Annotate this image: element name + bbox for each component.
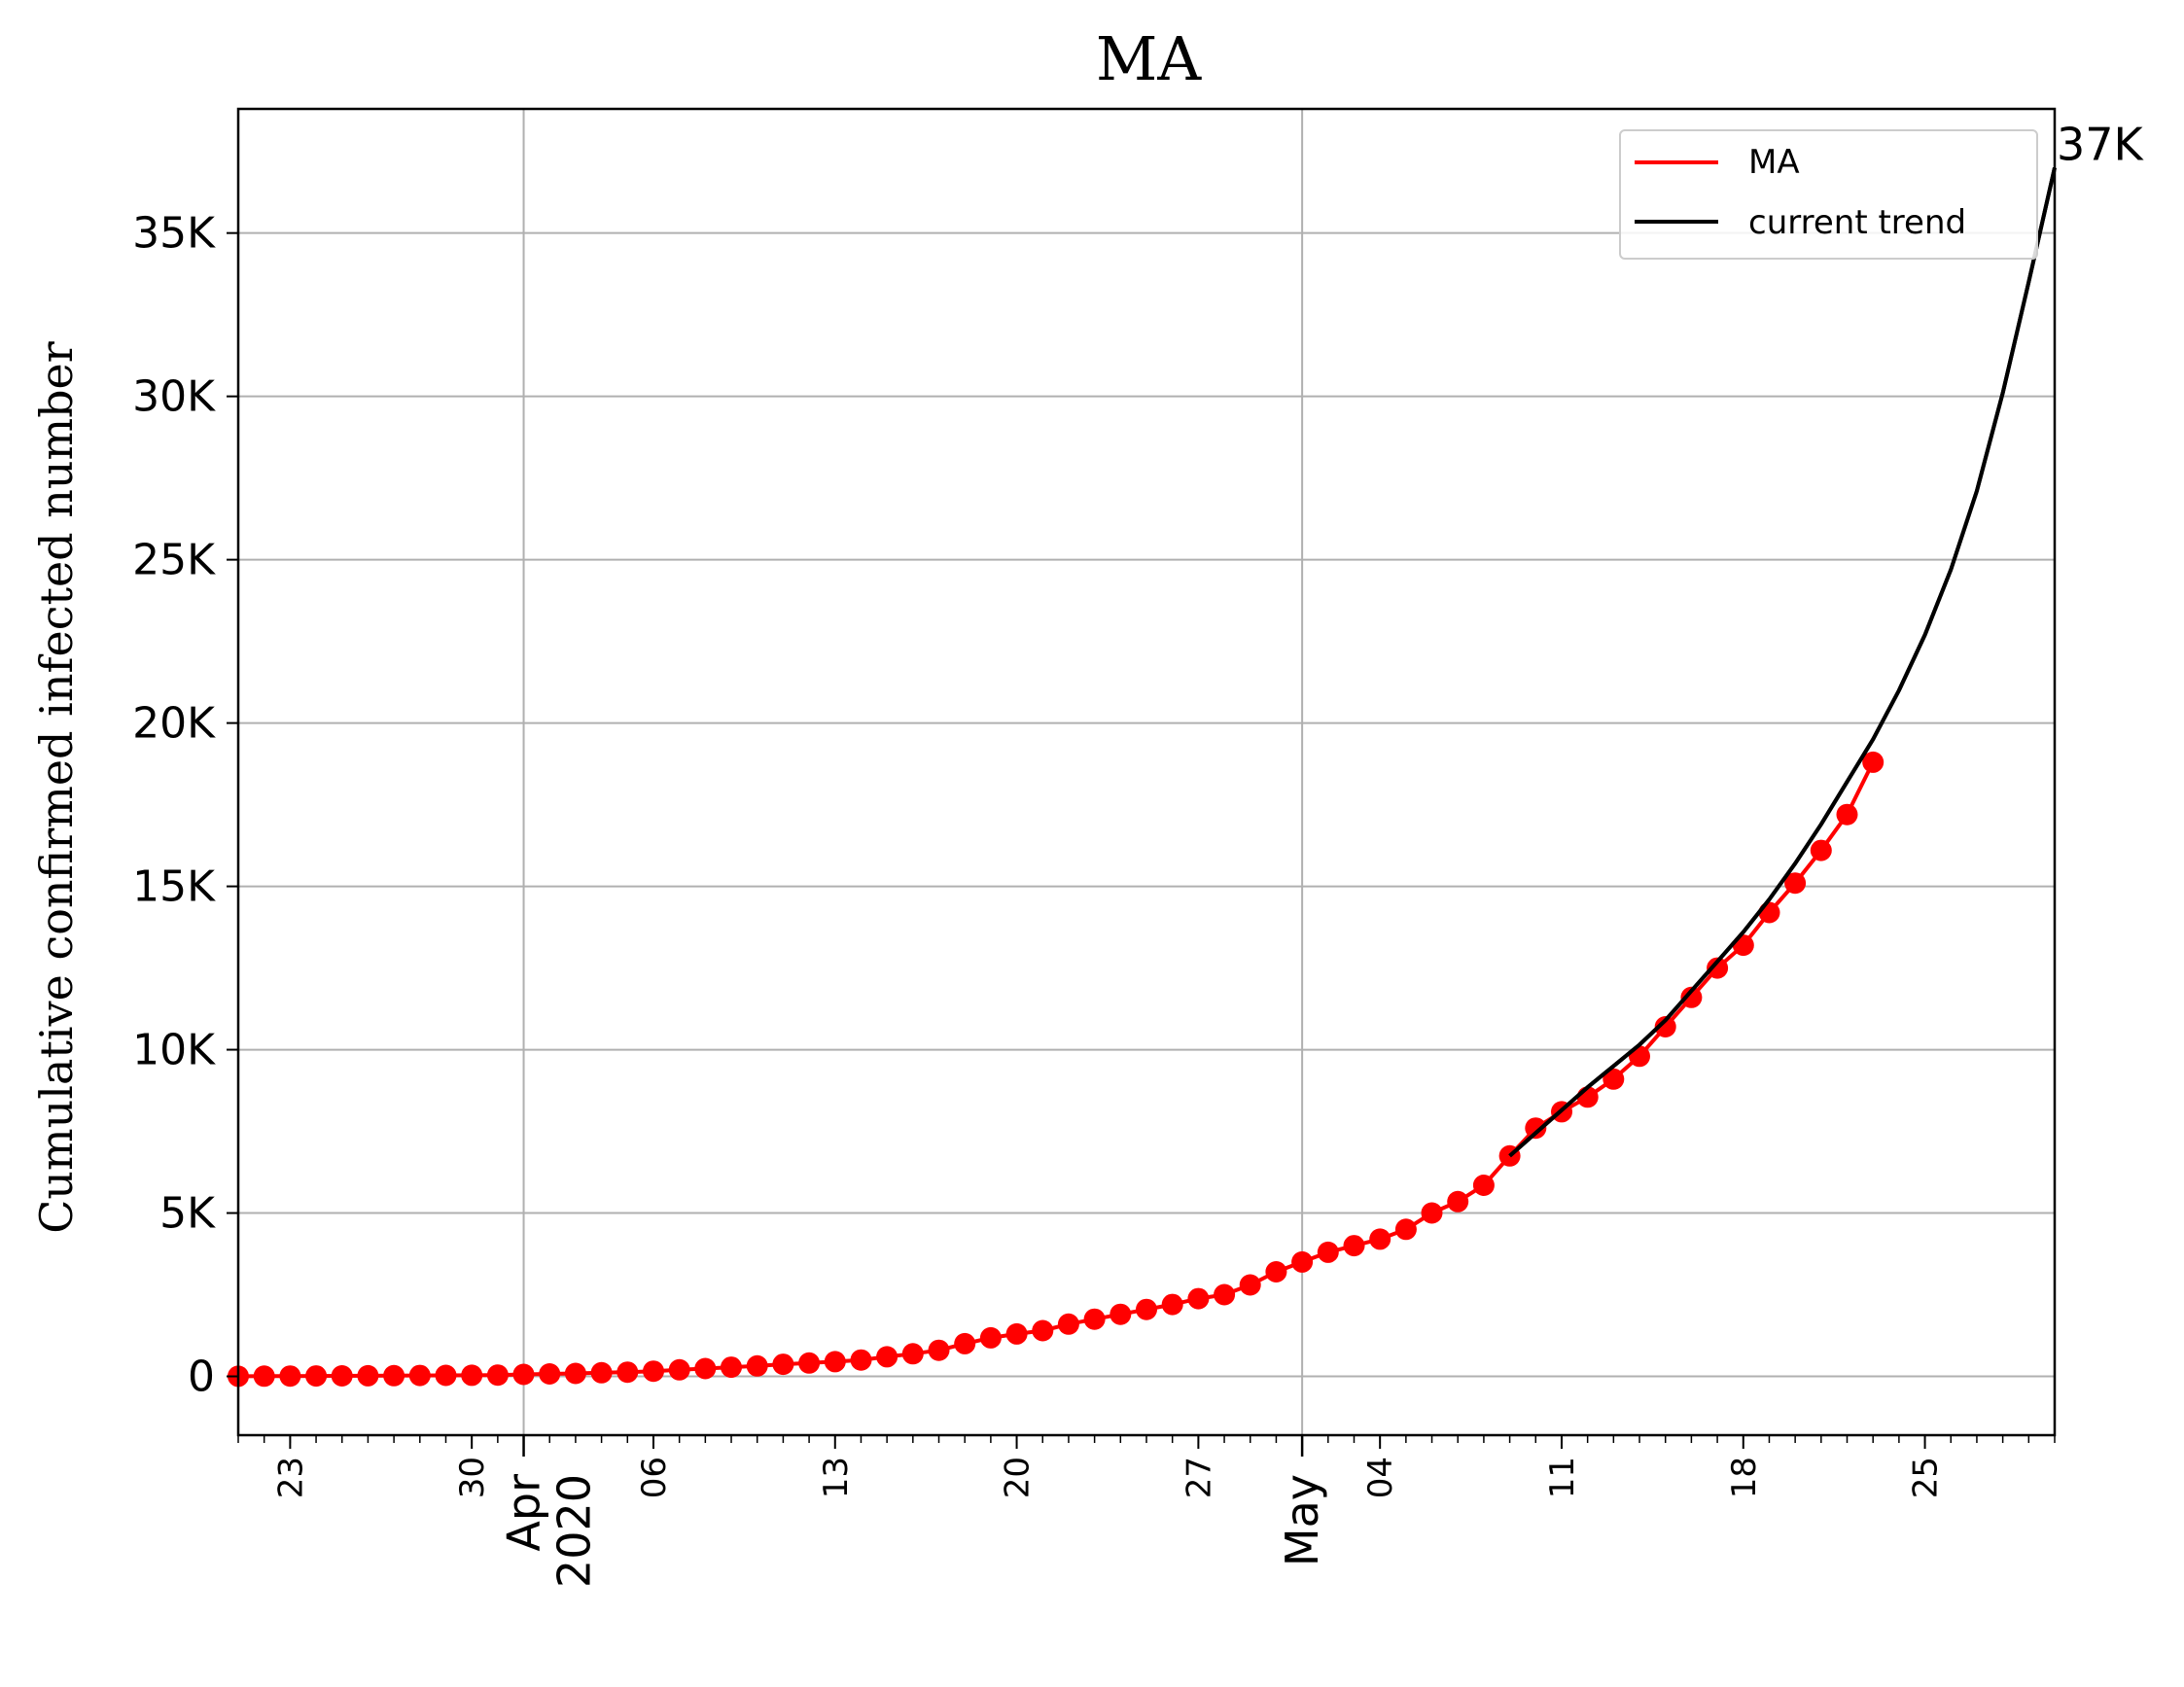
x-tick-label: 04 (1361, 1457, 1400, 1498)
data-point (1265, 1261, 1287, 1283)
x-tick-label: 06 (635, 1457, 674, 1498)
x-tick-label: 25 (1907, 1457, 1946, 1498)
series-line-current-trend-overlay (1508, 167, 2057, 1158)
data-point (772, 1353, 794, 1376)
y-tick-label: 15K (132, 862, 216, 912)
data-point (954, 1332, 976, 1354)
legend-label-current-trend: current trend (1748, 203, 1966, 242)
y-tick-label: 35K (132, 209, 216, 259)
data-point (539, 1363, 561, 1385)
data-point (1239, 1274, 1261, 1296)
data-point (928, 1339, 950, 1361)
data-point (461, 1364, 483, 1387)
chart-title: MA (1096, 23, 1202, 94)
data-point (979, 1326, 1002, 1349)
x-month-label: May (1276, 1474, 1328, 1566)
data-point (408, 1364, 431, 1387)
data-point (1472, 1175, 1495, 1196)
data-point (1758, 901, 1780, 924)
x-tick-label: 13 (817, 1457, 856, 1498)
data-point (305, 1365, 328, 1388)
data-point (746, 1354, 768, 1377)
x-tick-label: 11 (1543, 1457, 1582, 1498)
data-point (1161, 1293, 1183, 1316)
data-point (279, 1365, 301, 1388)
data-point (1836, 803, 1858, 826)
data-point (564, 1362, 586, 1385)
data-point (1136, 1298, 1157, 1320)
data-point (383, 1364, 405, 1387)
x-tick-label: 27 (1180, 1457, 1218, 1498)
data-point (1862, 751, 1885, 773)
data-point (253, 1365, 275, 1388)
x-tick-label: 18 (1725, 1457, 1764, 1498)
legend-box (1619, 129, 2038, 260)
x-tick-label: 20 (999, 1457, 1038, 1498)
data-point (435, 1364, 457, 1387)
y-tick-label: 30K (132, 372, 216, 422)
series-line-ma (237, 761, 1875, 1379)
data-point (850, 1349, 872, 1371)
data-point (643, 1360, 664, 1383)
data-point (1810, 839, 1832, 861)
y-tick-label: 10K (132, 1026, 216, 1075)
data-point (1421, 1202, 1443, 1224)
data-point (1369, 1228, 1391, 1250)
grid (238, 109, 2055, 1435)
data-point (1032, 1319, 1054, 1342)
data-point (1784, 872, 1807, 895)
y-tick-label: 5K (159, 1189, 216, 1239)
data-point (1187, 1287, 1210, 1310)
data-point (901, 1343, 924, 1365)
data-point (1654, 1016, 1676, 1037)
legend-label-ma: MA (1748, 143, 1800, 182)
data-point (798, 1352, 821, 1374)
legend: MA current trend (1619, 129, 2038, 260)
data-point (1447, 1190, 1469, 1213)
data-point (1707, 957, 1729, 979)
end-value-annotation: 37K (2057, 118, 2145, 170)
data-point (1680, 986, 1703, 1008)
data-point (1317, 1241, 1339, 1263)
x-month-label: 2020 (548, 1474, 601, 1588)
y-axis-label: Cumulative confirmed infected number (30, 341, 83, 1234)
data-point (1525, 1117, 1547, 1140)
data-point (1343, 1235, 1365, 1257)
data-point (1603, 1068, 1625, 1090)
y-tick-label: 20K (132, 699, 216, 749)
data-point (590, 1361, 613, 1384)
data-point (668, 1358, 690, 1381)
data-point (1394, 1218, 1417, 1241)
y-tick-label: 0 (188, 1353, 215, 1402)
data-point (694, 1357, 717, 1380)
data-point (1057, 1313, 1079, 1335)
data-point (1005, 1322, 1028, 1345)
data-point (1214, 1283, 1236, 1306)
data-point (331, 1365, 353, 1387)
data-point (1110, 1303, 1132, 1325)
plot-series (228, 167, 2057, 1388)
data-point (1083, 1308, 1106, 1330)
y-tick-label: 25K (132, 536, 216, 585)
data-point (876, 1346, 898, 1368)
data-point (721, 1356, 742, 1379)
data-point (486, 1364, 509, 1387)
axes: 0 5K 10K 15K 20K 25K 30K 35K 23 30 06 13 20 27 04 11 18 2… (132, 209, 2056, 1588)
x-tick-label: 23 (271, 1457, 310, 1498)
data-point (616, 1361, 639, 1384)
data-point (824, 1351, 846, 1373)
data-point (1291, 1250, 1314, 1273)
data-point (512, 1363, 535, 1386)
x-month-label: Apr (498, 1474, 550, 1552)
data-point (357, 1364, 379, 1387)
x-tick-label: 30 (453, 1457, 492, 1498)
